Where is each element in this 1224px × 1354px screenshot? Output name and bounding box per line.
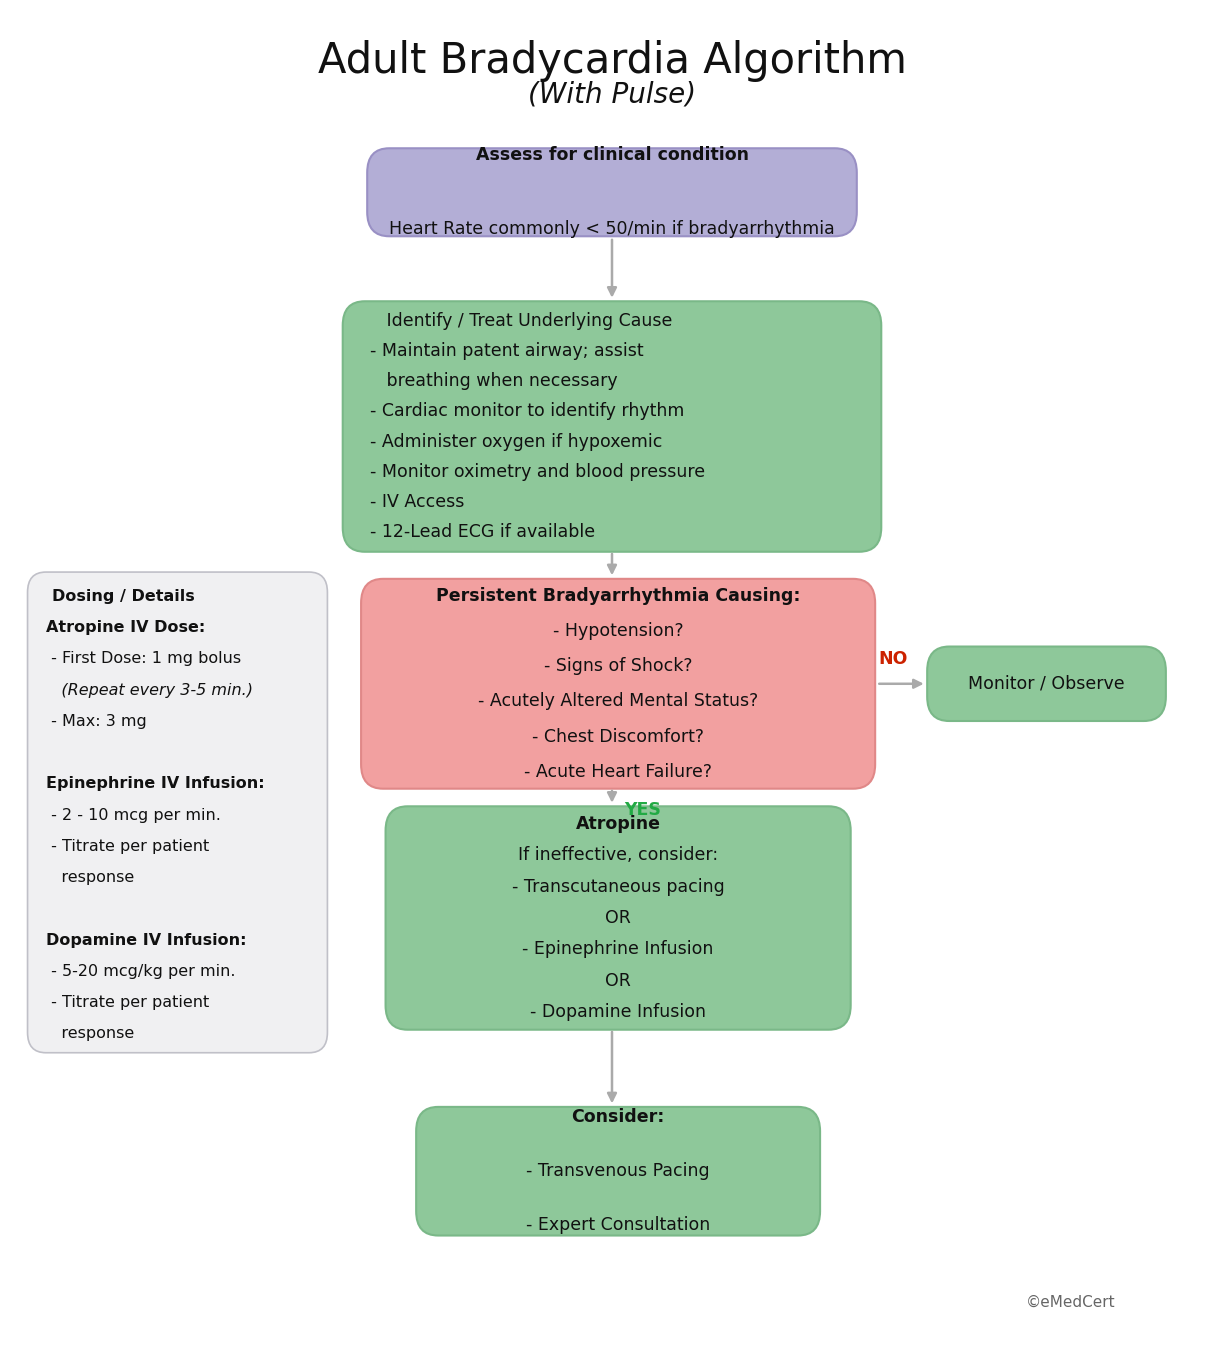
Text: - Acute Heart Failure?: - Acute Heart Failure? [524,762,712,781]
Text: Monitor / Observe: Monitor / Observe [968,674,1125,693]
Text: - Cardiac monitor to identify rhythm: - Cardiac monitor to identify rhythm [370,402,684,421]
Text: - Titrate per patient: - Titrate per patient [45,995,209,1010]
Text: Persistent Bradyarrhythmia Causing:: Persistent Bradyarrhythmia Causing: [436,586,800,605]
Text: YES: YES [624,800,661,819]
FancyBboxPatch shape [367,148,857,236]
Text: Heart Rate commonly < 50/min if bradyarrhythmia: Heart Rate commonly < 50/min if bradyarr… [389,221,835,238]
FancyBboxPatch shape [361,580,875,788]
Text: Consider:: Consider: [572,1108,665,1127]
Text: - Hypotension?: - Hypotension? [553,621,683,640]
Text: response: response [45,1026,135,1041]
Text: Adult Bradycardia Algorithm: Adult Bradycardia Algorithm [317,39,907,83]
Text: - 2 - 10 mcg per min.: - 2 - 10 mcg per min. [45,807,220,823]
Text: - 12-Lead ECG if available: - 12-Lead ECG if available [370,523,595,540]
Text: - Acutely Altered Mental Status?: - Acutely Altered Mental Status? [479,692,758,711]
Text: response: response [45,871,135,886]
Text: - Monitor oximetry and blood pressure: - Monitor oximetry and blood pressure [370,463,705,481]
Text: - Chest Discomfort?: - Chest Discomfort? [532,727,704,746]
FancyBboxPatch shape [27,571,327,1053]
Text: - First Dose: 1 mg bolus: - First Dose: 1 mg bolus [45,651,241,666]
Text: NO: NO [879,650,908,669]
Text: If ineffective, consider:: If ineffective, consider: [518,846,718,864]
Text: breathing when necessary: breathing when necessary [370,372,617,390]
FancyBboxPatch shape [343,301,881,552]
Text: - Transvenous Pacing: - Transvenous Pacing [526,1162,710,1181]
Text: ©eMedCert: ©eMedCert [1026,1294,1116,1311]
FancyBboxPatch shape [386,806,851,1029]
Text: Dopamine IV Infusion:: Dopamine IV Infusion: [45,933,246,948]
Text: OR: OR [605,972,632,990]
Text: - IV Access: - IV Access [370,493,464,510]
Text: Identify / Treat Underlying Cause: Identify / Treat Underlying Cause [370,313,672,330]
Text: Dosing / Details: Dosing / Details [51,589,195,604]
Text: Epinephrine IV Infusion:: Epinephrine IV Infusion: [45,776,264,792]
Text: - Epinephrine Infusion: - Epinephrine Infusion [523,940,714,959]
Text: - Dopamine Infusion: - Dopamine Infusion [530,1003,706,1021]
Text: - Max: 3 mg: - Max: 3 mg [45,714,147,728]
Text: Atropine IV Dose:: Atropine IV Dose: [45,620,206,635]
Text: (With Pulse): (With Pulse) [528,81,696,108]
Text: - Expert Consultation: - Expert Consultation [526,1216,710,1235]
Text: - Maintain patent airway; assist: - Maintain patent airway; assist [370,343,644,360]
Text: - Signs of Shock?: - Signs of Shock? [543,657,693,676]
Text: (Repeat every 3-5 min.): (Repeat every 3-5 min.) [45,682,253,697]
FancyBboxPatch shape [416,1108,820,1235]
Text: - Titrate per patient: - Titrate per patient [45,839,209,854]
Text: OR: OR [605,909,632,927]
Text: Assess for clinical condition: Assess for clinical condition [475,146,749,164]
Text: - Transcutaneous pacing: - Transcutaneous pacing [512,877,725,896]
Text: Atropine: Atropine [575,815,661,833]
Text: - 5-20 mcg/kg per min.: - 5-20 mcg/kg per min. [45,964,235,979]
Text: - Administer oxygen if hypoxemic: - Administer oxygen if hypoxemic [370,432,662,451]
FancyBboxPatch shape [928,647,1165,720]
